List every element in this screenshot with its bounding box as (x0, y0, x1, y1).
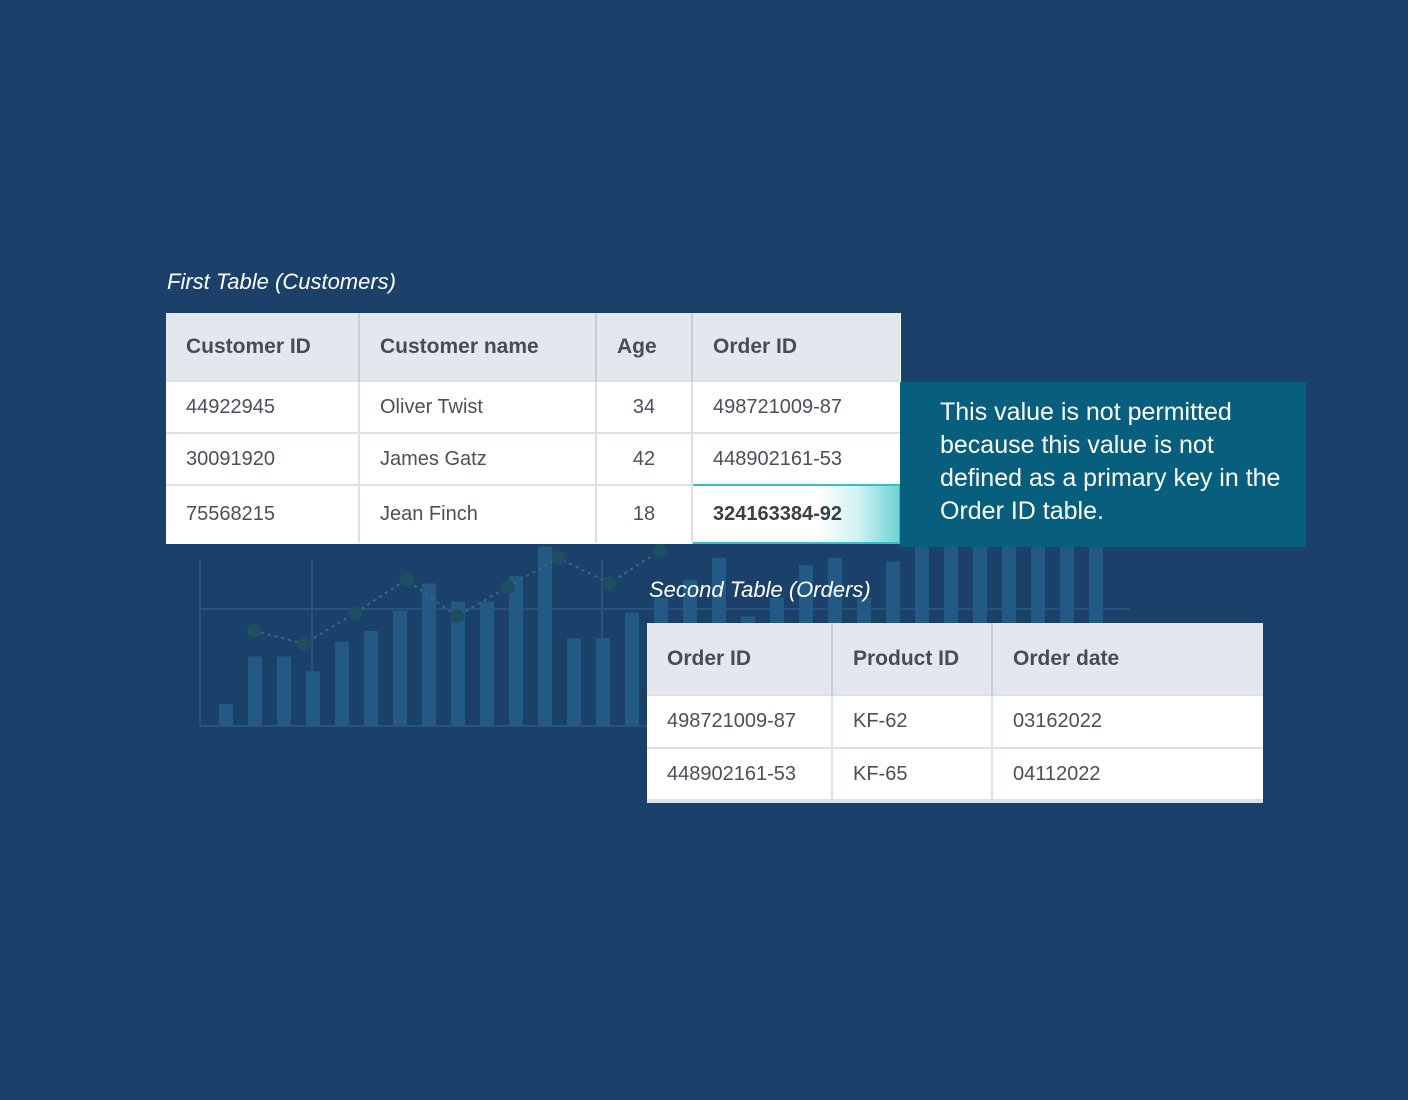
background-bar (509, 576, 523, 726)
background-trend-point (399, 572, 414, 587)
table-row: 498721009-87 KF-62 03162022 (647, 694, 1263, 748)
callout-text: This value is not permitted because this… (940, 398, 1281, 525)
customer-name-cell: Oliver Twist (359, 380, 597, 433)
foreign-key-error-callout: This value is not permitted because this… (900, 382, 1306, 547)
background-bar (248, 656, 262, 726)
header-order-date: Order date (992, 623, 1263, 695)
background-trend-point (551, 550, 566, 565)
background-bar (422, 583, 436, 726)
header-customer-id: Customer ID (166, 313, 360, 381)
background-bar (538, 546, 552, 726)
background-trend-point (653, 543, 667, 558)
table-row: 30091920 James Gatz 42 448902161-53 (166, 432, 900, 485)
background-bar (335, 641, 349, 726)
customers-table: Customer ID Customer name Age Order ID 4… (166, 313, 901, 544)
background-bar (625, 612, 639, 726)
header-product-id: Product ID (832, 623, 993, 695)
first-table-caption: First Table (Customers) (167, 269, 397, 294)
customer-name-cell: Jean Finch (359, 484, 597, 543)
table-row: 448902161-53 KF-65 04112022 (647, 747, 1263, 803)
second-table-caption: Second Table (Orders) (649, 577, 871, 602)
background-bar (480, 601, 494, 726)
orders-table: Order ID Product ID Order date 498721009… (647, 623, 1263, 803)
background-trend-point (247, 623, 261, 638)
product-id-cell: KF-62 (832, 694, 993, 748)
order-id-cell: 448902161-53 (692, 432, 900, 485)
background-bar (219, 704, 233, 726)
customer-id-cell: 44922945 (166, 380, 360, 433)
background-bar (451, 601, 465, 726)
background-trend-point (297, 636, 312, 651)
order-id-cell: 498721009-87 (647, 694, 833, 748)
customer-id-cell: 75568215 (166, 484, 360, 543)
background-trend-line (253, 549, 661, 645)
background-bar (277, 656, 291, 726)
customers-header-row: Customer ID Customer name Age Order ID (166, 313, 900, 381)
header-order-id: Order ID (692, 313, 900, 381)
background-bar (306, 671, 320, 726)
background-bar (596, 638, 610, 726)
header-order-id: Order ID (647, 623, 833, 695)
table-row: 75568215 Jean Finch 18 324163384-92 (166, 484, 901, 544)
background-chart-trend (247, 543, 667, 651)
product-id-cell: KF-65 (832, 747, 993, 803)
background-trend-point (450, 609, 464, 624)
background-bar (364, 630, 378, 726)
invalid-order-id-cell: 324163384-92 (691, 484, 901, 544)
age-cell: 18 (596, 484, 693, 543)
age-cell: 34 (596, 380, 693, 433)
customer-name-cell: James Gatz (359, 432, 597, 485)
order-date-cell: 04112022 (992, 747, 1263, 803)
table-row: 44922945 Oliver Twist 34 498721009-87 (166, 380, 900, 433)
customer-id-cell: 30091920 (166, 432, 360, 485)
background-bar (393, 610, 407, 726)
background-trend-point (348, 605, 363, 620)
age-cell: 42 (596, 432, 693, 485)
order-id-cell: 448902161-53 (647, 747, 833, 803)
orders-header-row: Order ID Product ID Order date (647, 623, 1263, 695)
header-age: Age (596, 313, 693, 381)
background-trend-point (500, 580, 515, 595)
order-id-cell: 498721009-87 (692, 380, 900, 433)
order-date-cell: 03162022 (992, 694, 1263, 748)
header-customer-name: Customer name (359, 313, 597, 381)
background-bar (567, 638, 581, 726)
background-trend-point (602, 576, 617, 591)
